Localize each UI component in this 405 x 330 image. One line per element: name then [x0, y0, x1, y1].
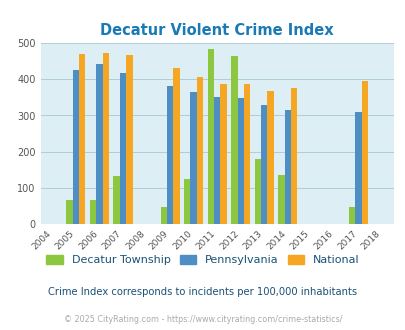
Bar [213, 97, 220, 224]
Text: Crime Index corresponds to incidents per 100,000 inhabitants: Crime Index corresponds to incidents per… [48, 287, 357, 297]
Text: © 2025 CityRating.com - https://www.cityrating.com/crime-statistics/: © 2025 CityRating.com - https://www.city… [64, 315, 341, 324]
Bar [190, 92, 196, 224]
Bar [196, 77, 202, 224]
Bar [160, 207, 166, 224]
Bar [254, 159, 260, 224]
Bar [96, 64, 102, 224]
Bar [72, 70, 79, 224]
Bar [79, 54, 85, 224]
Bar [184, 179, 190, 224]
Bar [66, 200, 72, 224]
Bar [90, 200, 96, 224]
Bar [237, 98, 243, 224]
Bar [260, 105, 267, 224]
Bar [284, 111, 290, 224]
Bar [361, 82, 367, 224]
Bar [278, 175, 284, 224]
Bar [267, 91, 273, 224]
Bar [207, 49, 213, 224]
Bar [290, 88, 296, 224]
Bar [220, 84, 226, 224]
Title: Decatur Violent Crime Index: Decatur Violent Crime Index [100, 22, 333, 38]
Legend: Decatur Township, Pennsylvania, National: Decatur Township, Pennsylvania, National [43, 251, 362, 269]
Bar [231, 56, 237, 224]
Bar [119, 73, 126, 224]
Bar [354, 112, 361, 224]
Bar [113, 176, 119, 224]
Bar [102, 53, 109, 224]
Bar [243, 84, 249, 224]
Bar [348, 207, 354, 224]
Bar [173, 68, 179, 224]
Bar [166, 86, 173, 224]
Bar [126, 55, 132, 224]
